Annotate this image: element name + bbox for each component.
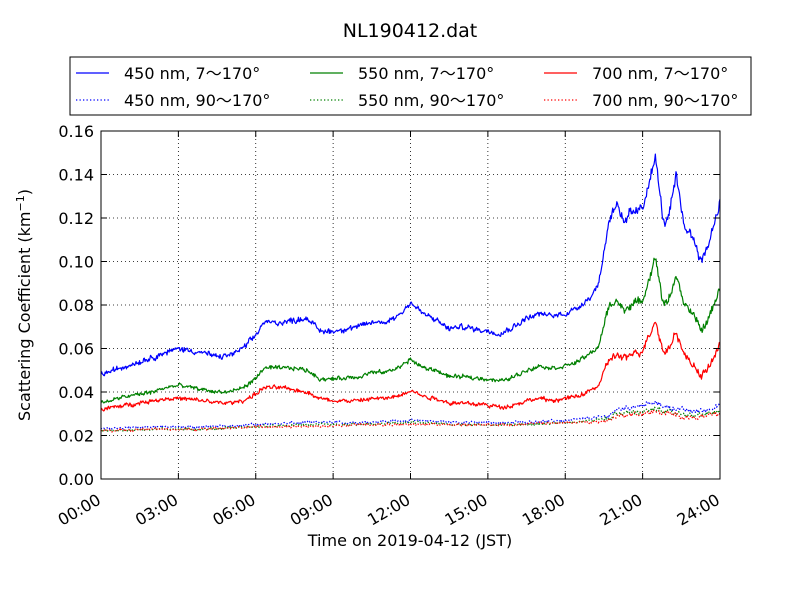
y-tick-label: 0.04 [58,383,94,402]
legend-label: 550 nm, 90～170° [358,91,504,110]
legend-label: 450 nm, 7～170° [124,64,260,83]
y-tick-label: 0.06 [58,340,94,359]
series-line [100,400,721,430]
y-tick-label: 0.10 [58,253,94,272]
series-line [100,321,721,412]
y-axis-label: Scattering Coefficient (km−1) [14,189,34,421]
y-axis-label-main: Scattering Coefficient (km [15,211,34,421]
y-axis-label-superscript: −1 [14,195,27,211]
y-tick-label: 0.08 [58,296,94,315]
legend-label: 700 nm, 7～170° [592,64,728,83]
x-axis-label: Time on 2019-04-12 (JST) [307,531,512,550]
plot-series [100,153,721,433]
legend: 450 nm, 7～170° 550 nm, 7～170° 700 nm, 7～17… [69,56,752,116]
chart-title: NL190412.dat [343,20,478,42]
y-tick-label: 0.00 [58,470,94,489]
series-line [100,257,721,404]
legend-label: 700 nm, 90～170° [592,91,738,110]
y-tick-label: 0.12 [58,209,94,228]
legend-box [69,56,752,116]
series-line [100,153,721,377]
legend-label: 450 nm, 90～170° [124,91,270,110]
y-tick-label: 0.14 [58,166,94,185]
y-axis-label-close: ) [15,189,34,195]
legend-label: 550 nm, 7～170° [358,64,494,83]
y-tick-label: 0.02 [58,427,94,446]
y-tick-label: 0.16 [58,122,94,141]
